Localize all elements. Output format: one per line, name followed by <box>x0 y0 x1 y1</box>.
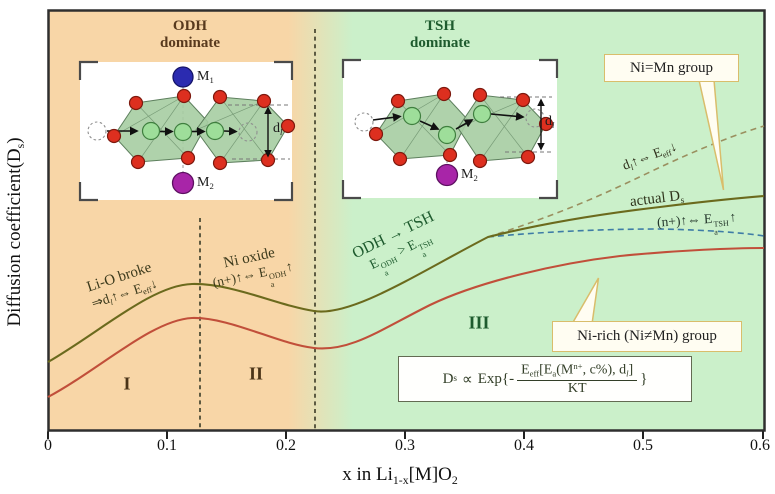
x-tick-marks <box>47 431 764 439</box>
x-tick-label: 0.5 <box>633 437 653 454</box>
region-header-tsh: TSH dominate <box>410 18 470 52</box>
curve-eeff-dashed-trend <box>487 125 765 238</box>
annotation-n-ea-tsh: (n+)↑⇔ E TSH a ↑ <box>656 209 737 237</box>
inset-corner-brackets <box>341 58 559 200</box>
m1-label: M1 <box>197 69 214 86</box>
zone-boundary-lines <box>199 29 316 429</box>
curve-ni-mn-actual-ds <box>47 194 765 363</box>
formula-fraction: Eeff[Ea(Mn+, c%), dl] KT <box>517 361 638 397</box>
y-axis-label: Diffusion coefficient(Ds) <box>3 137 28 327</box>
x-tick-label: 0 <box>44 437 52 454</box>
m2-atom <box>435 163 459 187</box>
vacancy-sites <box>87 121 258 142</box>
oxygen-atoms <box>106 88 296 171</box>
region-header-odh: ODH dominate <box>160 18 220 52</box>
dl-label-left: dl <box>273 121 283 138</box>
callout-ni-rich-group: Ni-rich (Ni≠Mn) group <box>552 321 742 352</box>
x-axis-title: x in Li1-x[M]O2 <box>342 463 458 488</box>
zone-label-3: III <box>468 312 490 333</box>
curve-ea-tsh-dashed-trend <box>487 228 765 238</box>
inset-corner-brackets <box>78 60 294 202</box>
li-atoms <box>141 121 225 142</box>
inset-tsh-structure <box>341 58 559 200</box>
hop-arrows <box>372 111 525 131</box>
dl-label-right: dl <box>545 114 555 131</box>
x-tick-label: 0.6 <box>750 437 770 454</box>
zone-label-1: I <box>123 373 131 394</box>
m1-atom <box>172 66 194 88</box>
m2-atom <box>171 171 195 195</box>
li-atoms <box>402 104 492 145</box>
octahedra-edges <box>113 95 269 164</box>
x-tick-label: 0.1 <box>157 437 177 454</box>
callout-ni-mn-group: Ni=Mn group <box>604 54 739 82</box>
m2-label-right: M2 <box>461 167 478 184</box>
x-tick-label: 0.3 <box>395 437 415 454</box>
x-tick-label: 0.2 <box>276 437 296 454</box>
inset-odh-structure <box>78 60 296 202</box>
m2-label-left: M2 <box>197 175 214 192</box>
curve-ni-rich-actual-ds <box>47 246 765 398</box>
x-tick-label: 0.4 <box>514 437 534 454</box>
zone-label-2: II <box>248 363 264 384</box>
